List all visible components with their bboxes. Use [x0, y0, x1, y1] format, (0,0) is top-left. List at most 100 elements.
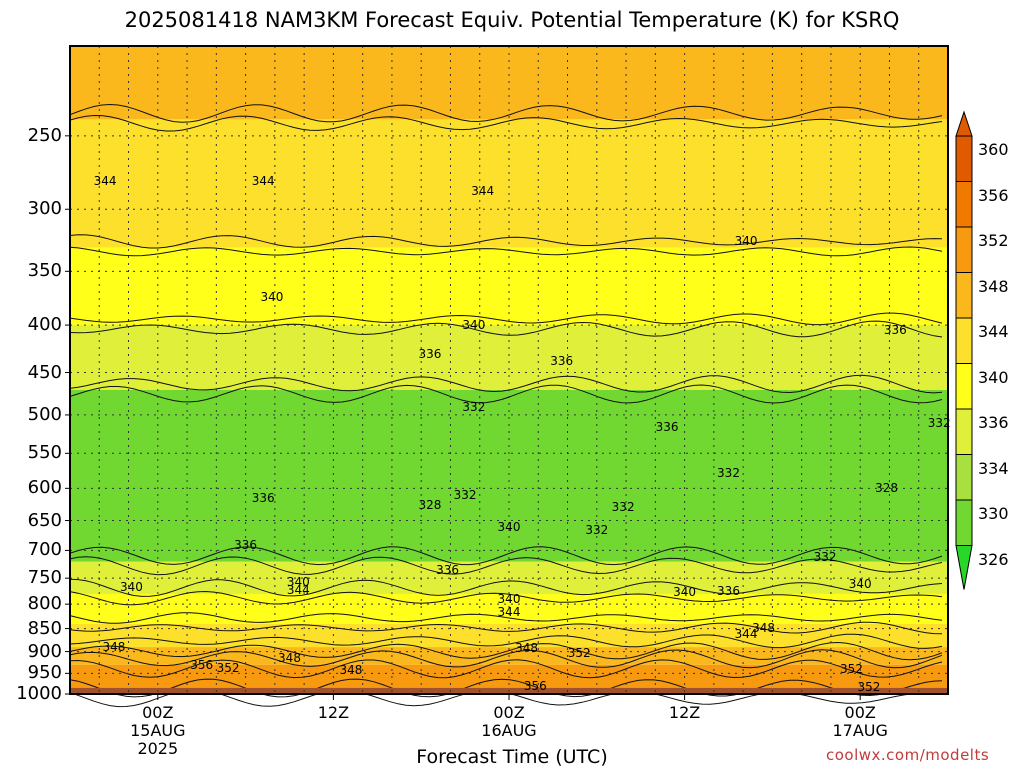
contour-line — [69, 384, 943, 404]
contour-line — [69, 612, 943, 624]
y-tick-label: 550 — [27, 442, 62, 464]
contour-label: 336 — [655, 419, 679, 434]
contour-label: 332 — [611, 499, 635, 514]
contour-line — [69, 578, 943, 597]
contour-label: 336 — [418, 347, 442, 362]
colorbar-label: 356 — [978, 185, 1009, 205]
x-tick-label: 12Z — [317, 703, 350, 722]
contour-line — [69, 234, 943, 249]
contour-line — [69, 621, 943, 635]
contour-label: 348 — [515, 641, 538, 656]
contour-label: 352 — [857, 680, 881, 695]
contour-label: 332 — [927, 415, 951, 430]
contour-label: 344 — [286, 583, 310, 598]
colorbar-swatch — [955, 181, 973, 228]
x-tick-label: 16AUG — [481, 721, 537, 740]
contour-line — [69, 546, 943, 566]
credit-link[interactable]: coolwx.com/modelts — [826, 746, 990, 764]
colorbar-swatch — [955, 499, 973, 546]
y-tick-label: 700 — [27, 539, 62, 561]
contour-line — [69, 312, 943, 326]
contour-label: 332 — [462, 399, 486, 414]
colorbar-swatch — [955, 317, 973, 364]
x-axis-title: Forecast Time (UTC) — [416, 746, 608, 768]
contour-label: 340 — [497, 519, 521, 534]
contour-label: 348 — [278, 651, 301, 666]
theta-e-layer — [70, 119, 948, 248]
contour-line — [69, 590, 943, 606]
colorbar-swatch — [955, 363, 973, 410]
contour-label: 340 — [734, 234, 758, 249]
colorbar-label: 344 — [978, 322, 1009, 341]
colorbar-label: 360 — [978, 140, 1009, 159]
chart-title: 2025081418 NAM3KM Forecast Equiv. Potent… — [124, 8, 900, 32]
theta-e-layer — [70, 561, 948, 594]
contour-label: 332 — [717, 465, 740, 480]
colorbar-label: 348 — [978, 276, 1009, 296]
theta-e-layer — [70, 325, 948, 391]
contour-line — [69, 103, 943, 123]
y-tick-label: 800 — [27, 593, 62, 615]
contour-label: 332 — [813, 550, 837, 565]
y-tick-label: 650 — [27, 509, 62, 531]
colorbar-swatch — [955, 226, 973, 273]
contour-label: 356 — [190, 657, 214, 672]
contour-label: 332 — [585, 522, 609, 537]
colorbar-top-arrow — [955, 110, 973, 137]
contour-line — [69, 649, 943, 669]
theta-e-layer — [70, 593, 948, 624]
contour-label: 340 — [497, 592, 521, 607]
y-tick-label: 850 — [27, 617, 62, 639]
contour-label: 328 — [418, 497, 442, 512]
x-tick-label: 17AUG — [832, 721, 888, 740]
y-tick-label: 950 — [27, 662, 62, 684]
y-tick-label: 600 — [27, 477, 62, 499]
y-tick-label: 250 — [27, 124, 62, 146]
contour-label: 352 — [839, 662, 863, 677]
y-tick-label: 400 — [27, 314, 62, 336]
y-tick-label: 350 — [27, 260, 62, 282]
contour-label: 352 — [216, 660, 240, 675]
contour-label: 336 — [550, 353, 574, 368]
x-tick-label: 00Z — [844, 703, 876, 722]
contour-label: 344 — [251, 174, 275, 189]
y-tick-label: 500 — [27, 403, 62, 425]
contour-label: 332 — [453, 487, 477, 502]
contour-label: 340 — [260, 289, 284, 304]
contour-label: 340 — [848, 576, 872, 591]
contour-line — [69, 633, 943, 649]
x-tick-label: 2025 — [137, 739, 179, 758]
colorbar-label: 336 — [978, 413, 1009, 432]
contour-label: 348 — [339, 663, 363, 678]
contour-label: 328 — [875, 481, 898, 496]
y-tick-label: 300 — [27, 198, 62, 220]
contour-line — [69, 320, 943, 338]
contour-label: 336 — [436, 563, 459, 578]
contour-line — [69, 374, 943, 394]
contour-label: 336 — [234, 537, 258, 552]
contour-label: 352 — [567, 645, 591, 660]
contour-label: 348 — [752, 620, 776, 635]
contour-label: 348 — [102, 640, 126, 655]
contour-label: 340 — [120, 580, 143, 595]
colorbar-label: 352 — [978, 231, 1009, 250]
y-tick-label: 450 — [27, 361, 62, 383]
colorbar-swatch — [955, 135, 973, 182]
contour-label: 344 — [497, 604, 521, 619]
contour-line — [69, 246, 943, 257]
colorbar-swatch — [955, 272, 973, 319]
contour-label: 344 — [93, 174, 117, 189]
contour-label: 336 — [251, 491, 275, 506]
contour-line — [69, 678, 943, 698]
y-tick-label: 1000 — [16, 683, 62, 704]
contour-label: 356 — [523, 678, 547, 693]
y-tick-label: 900 — [27, 640, 62, 662]
contour-line — [69, 659, 943, 679]
colorbar-label: 326 — [978, 549, 1009, 569]
contour-label: 340 — [673, 585, 697, 600]
colorbar-label: 330 — [978, 504, 1009, 523]
contour-label: 340 — [286, 574, 310, 589]
x-tick-label: 12Z — [668, 703, 701, 722]
